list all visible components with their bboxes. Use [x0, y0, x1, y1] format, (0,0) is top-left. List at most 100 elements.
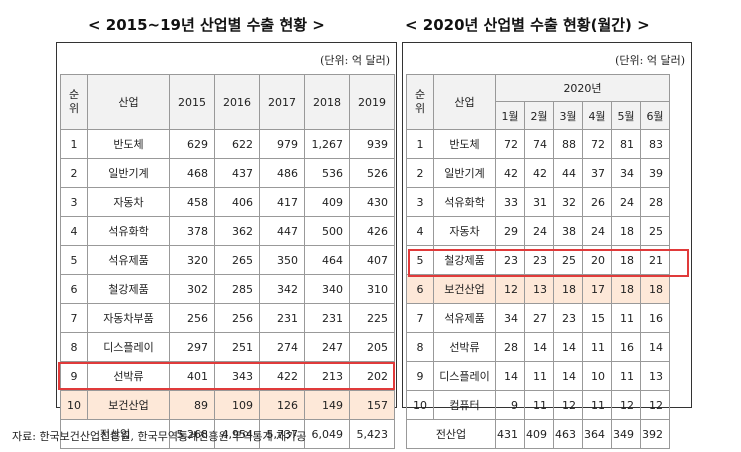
total-value-cell: 364	[582, 419, 612, 449]
value-cell: 274	[259, 332, 305, 362]
value-cell: 12	[495, 274, 525, 304]
total-value-cell: 349	[611, 419, 641, 449]
value-cell: 16	[611, 332, 641, 362]
value-cell: 426	[349, 216, 395, 246]
industry-cell: 석유제품	[433, 303, 496, 333]
value-cell: 11	[611, 303, 641, 333]
value-cell: 16	[640, 303, 670, 333]
value-cell: 536	[304, 158, 350, 188]
value-cell: 39	[640, 158, 670, 188]
value-cell: 285	[214, 274, 260, 304]
value-cell: 9	[495, 390, 525, 420]
left-unit-label: (단위: 억 달러)	[320, 54, 390, 67]
value-cell: 74	[524, 129, 554, 159]
rank-cell: 4	[60, 216, 88, 246]
industry-cell: 보건산업	[433, 274, 496, 304]
value-cell: 157	[349, 390, 395, 420]
right-unit-label: (단위: 억 달러)	[615, 54, 685, 67]
rank-cell: 7	[60, 303, 88, 333]
value-cell: 526	[349, 158, 395, 188]
table-row: 9 디스플레이 14 11 14 10 11 13	[406, 361, 670, 391]
value-cell: 89	[169, 390, 215, 420]
industry-cell: 철강제품	[433, 245, 496, 275]
industry-cell: 일반기계	[87, 158, 170, 188]
value-cell: 231	[304, 303, 350, 333]
table-row: 10 보건산업 89 109 126 149 157	[60, 390, 395, 420]
value-cell: 340	[304, 274, 350, 304]
table-row: 5 석유제품 320 265 350 464 407	[60, 245, 395, 275]
source-note: 자료: 한국보건산업진흥원, 한국무역통계진흥원 무역통계 재가공	[12, 430, 307, 443]
rank-cell: 4	[406, 216, 434, 246]
value-cell: 251	[214, 332, 260, 362]
industry-header: 산업	[433, 74, 496, 130]
total-value-cell: 5,268	[169, 419, 215, 449]
value-cell: 430	[349, 187, 395, 217]
table-row: 10 컴퓨터 9 11 12 11 12 12	[406, 390, 670, 420]
value-cell: 13	[524, 274, 554, 304]
rank-cell: 6	[406, 274, 434, 304]
value-cell: 225	[349, 303, 395, 333]
value-cell: 265	[214, 245, 260, 275]
value-cell: 20	[582, 245, 612, 275]
left-table-title: < 2015~19년 산업별 수출 현황 >	[88, 16, 325, 34]
value-cell: 320	[169, 245, 215, 275]
value-cell: 11	[582, 390, 612, 420]
value-cell: 33	[495, 187, 525, 217]
rank-cell: 5	[60, 245, 88, 275]
value-cell: 18	[553, 274, 583, 304]
month-header: 1월	[495, 101, 525, 130]
value-cell: 12	[640, 390, 670, 420]
table-header-row: 1월 2월 3월 4월 5월 6월	[407, 101, 670, 130]
value-cell: 42	[495, 158, 525, 188]
rank-cell: 10	[60, 390, 88, 420]
value-cell: 37	[582, 158, 612, 188]
rank-cell: 1	[60, 129, 88, 159]
year-header: 2018	[304, 74, 350, 130]
value-cell: 29	[495, 216, 525, 246]
table-row: 9 선박류 401 343 422 213 202	[60, 361, 395, 391]
value-cell: 44	[553, 158, 583, 188]
value-cell: 256	[214, 303, 260, 333]
value-cell: 15	[582, 303, 612, 333]
industry-cell: 선박류	[433, 332, 496, 362]
value-cell: 72	[582, 129, 612, 159]
year-header: 2019	[349, 74, 395, 130]
value-cell: 350	[259, 245, 305, 275]
total-value-cell: 392	[640, 419, 670, 449]
value-cell: 500	[304, 216, 350, 246]
table-row: 2 일반기계 42 42 44 37 34 39	[406, 158, 670, 188]
table-row: 7 자동차부품 256 256 231 231 225	[60, 303, 395, 333]
right-table-title: < 2020년 산업별 수출 현황(월간) >	[405, 16, 650, 34]
rank-cell: 5	[406, 245, 434, 275]
value-cell: 25	[640, 216, 670, 246]
value-cell: 378	[169, 216, 215, 246]
industry-cell: 선박류	[87, 361, 170, 391]
table-row: 7 석유제품 34 27 23 15 11 16	[406, 303, 670, 333]
table-row: 8 선박류 28 14 14 11 16 14	[406, 332, 670, 362]
total-value-cell: 431	[495, 419, 525, 449]
industry-cell: 반도체	[433, 129, 496, 159]
rank-cell: 2	[60, 158, 88, 188]
value-cell: 486	[259, 158, 305, 188]
rank-cell: 7	[406, 303, 434, 333]
rank-cell: 2	[406, 158, 434, 188]
value-cell: 417	[259, 187, 305, 217]
value-cell: 231	[259, 303, 305, 333]
year-header: 2015	[169, 74, 215, 130]
table-row: 8 디스플레이 297 251 274 247 205	[60, 332, 395, 362]
industry-cell: 디스플레이	[433, 361, 496, 391]
value-cell: 11	[611, 361, 641, 391]
value-cell: 25	[553, 245, 583, 275]
value-cell: 31	[524, 187, 554, 217]
value-cell: 109	[214, 390, 260, 420]
value-cell: 26	[582, 187, 612, 217]
rank-cell: 8	[60, 332, 88, 362]
industry-cell: 자동차	[433, 216, 496, 246]
total-label: 전산업	[60, 419, 170, 449]
value-cell: 88	[553, 129, 583, 159]
total-row: 전산업 5,268 4,954 5,737 6,049 5,423	[60, 419, 395, 449]
value-cell: 14	[495, 361, 525, 391]
value-cell: 202	[349, 361, 395, 391]
year-header: 2020년	[495, 74, 670, 102]
